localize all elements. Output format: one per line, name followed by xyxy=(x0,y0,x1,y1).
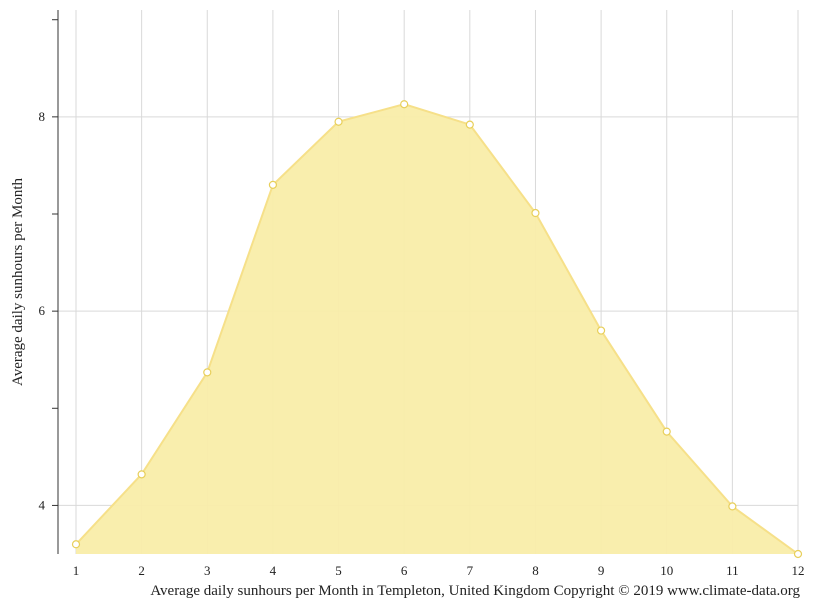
x-tick-label-1: 1 xyxy=(73,563,80,578)
x-tick-label-11: 11 xyxy=(726,563,739,578)
sunhours-line xyxy=(75,103,799,555)
x-tick-labels: 1 2 3 4 5 6 7 8 9 10 11 12 xyxy=(73,563,805,578)
x-tick-label-5: 5 xyxy=(335,563,342,578)
data-point-5 xyxy=(334,117,343,126)
data-point-9 xyxy=(596,326,606,335)
data-point-2 xyxy=(137,470,146,479)
data-point-12 xyxy=(793,549,803,559)
data-points xyxy=(71,100,803,559)
x-tick-label-4: 4 xyxy=(270,563,277,578)
y-tick-label-8: 8 xyxy=(39,109,46,124)
data-point-10 xyxy=(662,427,671,436)
x-tick-label-7: 7 xyxy=(467,563,474,578)
y-tick-labels: 4 6 8 xyxy=(39,109,46,513)
data-point-6 xyxy=(400,100,409,109)
data-point-7 xyxy=(465,120,474,129)
data-point-8 xyxy=(531,208,540,218)
x-tick-label-10: 10 xyxy=(660,563,673,578)
chart-caption: Average daily sunhours per Month in Temp… xyxy=(150,583,800,599)
y-axis-label: Average daily sunhours per Month xyxy=(10,178,26,387)
x-tick-label-9: 9 xyxy=(598,563,605,578)
data-point-4 xyxy=(268,180,278,189)
data-point-1 xyxy=(71,540,81,549)
x-tick-label-8: 8 xyxy=(532,563,539,578)
axes xyxy=(52,10,59,554)
x-tick-label-12: 12 xyxy=(792,563,805,578)
y-tick-label-4: 4 xyxy=(39,497,46,512)
x-tick-label-6: 6 xyxy=(401,563,408,578)
data-point-11 xyxy=(728,502,737,511)
sunhours-area xyxy=(76,104,798,554)
y-tick-label-6: 6 xyxy=(39,303,46,318)
x-tick-label-3: 3 xyxy=(204,563,211,578)
data-point-3 xyxy=(203,368,212,377)
x-tick-label-2: 2 xyxy=(138,563,145,578)
